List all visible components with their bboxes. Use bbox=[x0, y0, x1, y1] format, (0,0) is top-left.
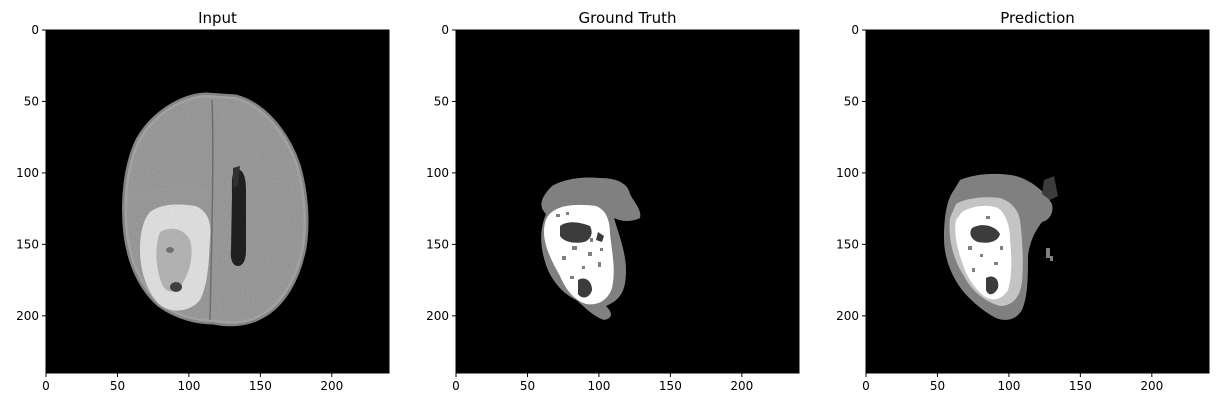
x-tick-label: 50 bbox=[930, 379, 945, 393]
enhancing-specks bbox=[556, 212, 603, 279]
axes-frame bbox=[45, 29, 390, 374]
necrosis-label bbox=[970, 225, 1000, 243]
x-tick-label: 200 bbox=[730, 379, 753, 393]
y-tick-label: 150 bbox=[836, 237, 859, 251]
y-tick-label: 150 bbox=[426, 237, 449, 251]
x-tick-label: 200 bbox=[1140, 379, 1163, 393]
necrosis-label bbox=[578, 278, 592, 298]
necrosis-label bbox=[560, 222, 592, 243]
x-tick-label: 100 bbox=[177, 379, 200, 393]
edema-label bbox=[1050, 256, 1053, 261]
x-tick-label: 0 bbox=[42, 379, 50, 393]
y-tick-label: 200 bbox=[16, 309, 39, 323]
ventricle bbox=[230, 169, 246, 266]
x-tick-label: 200 bbox=[320, 379, 343, 393]
x-tick-label: 0 bbox=[862, 379, 870, 393]
y-tick-label: 0 bbox=[851, 23, 859, 37]
panel-input: Input bbox=[45, 9, 390, 374]
y-tick-label: 200 bbox=[836, 309, 859, 323]
necrosis-label bbox=[1042, 176, 1058, 200]
x-tick-label: 100 bbox=[997, 379, 1020, 393]
necrosis-label bbox=[986, 276, 999, 295]
y-tick-label: 0 bbox=[441, 23, 449, 37]
panel-title: Ground Truth bbox=[579, 9, 677, 27]
cortex-rim bbox=[122, 92, 309, 327]
enhancing-specks bbox=[968, 216, 1003, 272]
core-label bbox=[955, 205, 1012, 300]
axis-ticks: 0 50 100 150 200 0 50 100 150 200 0 50 100 150 200 0 50 1… bbox=[16, 23, 1163, 393]
x-tick-label: 150 bbox=[659, 379, 682, 393]
mri-slice-image bbox=[122, 92, 309, 327]
segmentation-mask bbox=[944, 173, 1058, 320]
y-tick-label: 150 bbox=[16, 237, 39, 251]
y-tick-label: 100 bbox=[836, 166, 859, 180]
x-tick-label: 50 bbox=[520, 379, 535, 393]
y-tick-label: 100 bbox=[16, 166, 39, 180]
panel-ground-truth: Ground Truth bbox=[455, 9, 800, 374]
y-tick-label: 100 bbox=[426, 166, 449, 180]
panel-title: Input bbox=[198, 9, 237, 27]
x-tick-label: 0 bbox=[452, 379, 460, 393]
y-tick-label: 0 bbox=[31, 23, 39, 37]
necrotic-core bbox=[156, 228, 192, 292]
necrosis-label bbox=[596, 232, 604, 242]
segmentation-mask bbox=[541, 177, 641, 320]
y-tick-label: 200 bbox=[426, 309, 449, 323]
panel-title: Prediction bbox=[1000, 9, 1075, 27]
y-tick-label: 50 bbox=[844, 94, 859, 108]
dark-spot bbox=[170, 282, 182, 292]
ventricle-upper bbox=[233, 166, 240, 188]
x-tick-label: 50 bbox=[110, 379, 125, 393]
x-tick-label: 100 bbox=[587, 379, 610, 393]
y-tick-label: 50 bbox=[434, 94, 449, 108]
dark-spot bbox=[166, 247, 174, 253]
panel-prediction: Prediction bbox=[865, 9, 1210, 374]
midline bbox=[209, 99, 214, 321]
edema-label bbox=[1046, 248, 1050, 258]
edema-band bbox=[130, 185, 210, 208]
y-tick-label: 50 bbox=[24, 94, 39, 108]
axes-frame bbox=[455, 29, 800, 374]
axes-frame bbox=[865, 29, 1210, 374]
x-tick-label: 150 bbox=[1069, 379, 1092, 393]
x-tick-label: 150 bbox=[249, 379, 272, 393]
